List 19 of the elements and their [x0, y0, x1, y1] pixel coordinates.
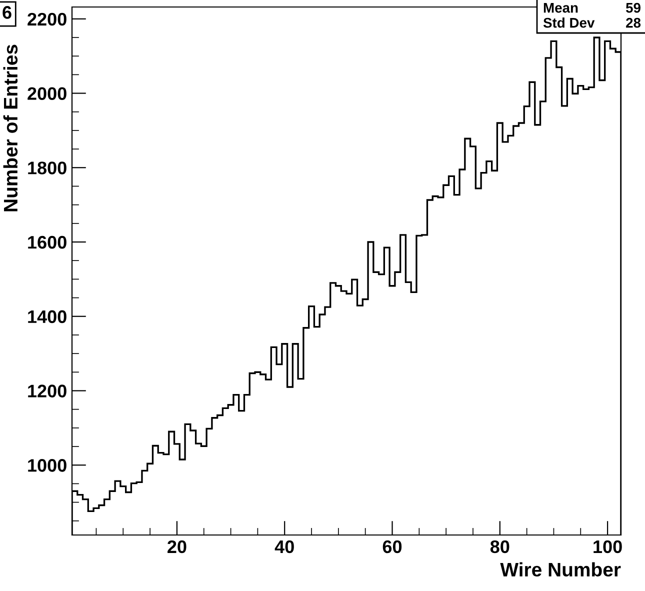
x-tick-label: 80 — [490, 540, 510, 554]
y-tick-label: 2000 — [28, 87, 66, 100]
x-axis-title: Wire Number — [500, 562, 621, 577]
x-tick-label: 60 — [382, 540, 402, 554]
text: 6 — [2, 6, 12, 19]
y-tick-label: 1600 — [28, 236, 66, 249]
text: 28 — [626, 18, 641, 28]
text: 59 — [626, 2, 640, 13]
annotation: Mean — [544, 3, 578, 13]
y-tick-label: 1200 — [28, 384, 66, 398]
y-tick-label: 1800 — [28, 162, 66, 174]
y-tick-label: 1000 — [28, 459, 66, 472]
y-tick-label: 1400 — [28, 310, 66, 324]
x-tick-label: 40 — [274, 540, 294, 554]
x-tick-label: 100 — [594, 540, 622, 554]
y-tick-label: 2200 — [28, 12, 66, 26]
annotation: Std Dev — [543, 18, 595, 28]
y-axis-title: Number of Entries — [3, 44, 18, 212]
x-tick-label: 20 — [168, 540, 186, 554]
